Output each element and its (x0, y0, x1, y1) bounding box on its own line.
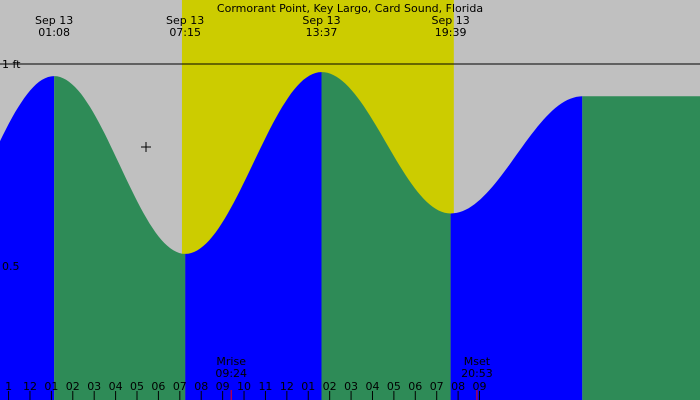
hour-tick-label: 05 (387, 380, 401, 393)
falling-tide-area (321, 72, 451, 400)
hour-tick-label: 09 (473, 380, 487, 393)
tide-event-date: Sep 13 (302, 14, 340, 27)
tide-event-time: 13:37 (306, 26, 338, 39)
hour-tick-label: 01 (301, 380, 315, 393)
rising-tide-area (0, 76, 55, 400)
hour-tick-label: 06 (408, 380, 422, 393)
hour-tick-label: 04 (109, 380, 123, 393)
hour-tick-label: 07 (173, 380, 187, 393)
hour-tick-label: 08 (451, 380, 465, 393)
moon-event-time: 09:24 (215, 367, 247, 380)
tide-event-date: Sep 13 (35, 14, 73, 27)
chart-title: Cormorant Point, Key Largo, Card Sound, … (217, 2, 483, 15)
crosshair-cursor (141, 142, 151, 152)
falling-tide-area (54, 76, 186, 400)
moon-event-time: 20:53 (461, 367, 493, 380)
y-axis-label: 1 ft (2, 58, 21, 71)
hour-tick-label: 02 (323, 380, 337, 393)
tide-event-time: 01:08 (38, 26, 70, 39)
hour-tick-label: 1 (5, 380, 12, 393)
hour-tick-label: 03 (87, 380, 101, 393)
rising-tide-area (450, 96, 583, 400)
hour-tick-label: 02 (66, 380, 80, 393)
hour-tick-label: 09 (216, 380, 230, 393)
hour-tick-label: 12 (280, 380, 294, 393)
hour-tick-label: 04 (365, 380, 379, 393)
moon-event-label: Mrise (216, 355, 246, 368)
hour-tick-label: 05 (130, 380, 144, 393)
y-axis-label: 0.5 (2, 260, 20, 273)
hour-tick-label: 06 (151, 380, 165, 393)
hour-tick-label: 03 (344, 380, 358, 393)
tide-event-date: Sep 13 (431, 14, 469, 27)
rising-tide-area (185, 72, 322, 400)
hour-tick-label: 10 (237, 380, 251, 393)
falling-tide-area (582, 96, 700, 400)
hour-tick-label: 12 (23, 380, 37, 393)
tide-event-date: Sep 13 (166, 14, 204, 27)
moon-event-label: Mset (464, 355, 491, 368)
hour-tick-label: 07 (430, 380, 444, 393)
hour-tick-label: 08 (194, 380, 208, 393)
tide-event-time: 19:39 (435, 26, 467, 39)
hour-tick-label: 11 (258, 380, 272, 393)
hour-tick-label: 01 (44, 380, 58, 393)
tide-event-time: 07:15 (169, 26, 201, 39)
